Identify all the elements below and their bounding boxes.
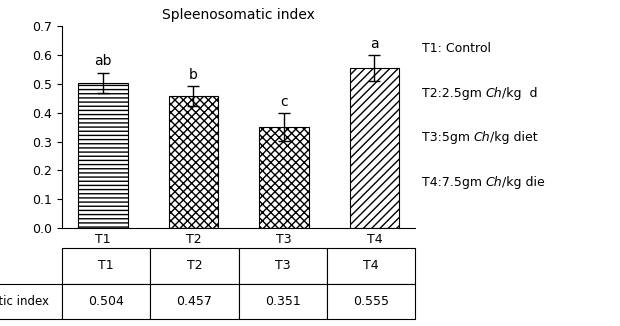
Text: T2:2.5gm: T2:2.5gm — [422, 87, 485, 100]
Text: a: a — [370, 37, 379, 51]
Title: Spleenosomatic index: Spleenosomatic index — [162, 8, 315, 22]
Text: T3:5gm: T3:5gm — [422, 131, 474, 144]
Text: /kg diet: /kg diet — [490, 131, 538, 144]
Text: /kg  d: /kg d — [502, 87, 538, 100]
Text: /kg die: /kg die — [502, 176, 545, 189]
Bar — [259, 127, 309, 228]
Bar — [169, 96, 218, 228]
Text: b: b — [189, 68, 198, 82]
Bar — [350, 68, 399, 228]
Text: T4:7.5gm: T4:7.5gm — [422, 176, 485, 189]
Text: Ch: Ch — [474, 131, 490, 144]
Text: Ch: Ch — [485, 87, 502, 100]
Text: Ch: Ch — [485, 176, 502, 189]
Text: ab: ab — [94, 54, 112, 68]
Text: c: c — [280, 95, 288, 109]
Bar — [78, 83, 128, 228]
Text: T1: Control: T1: Control — [422, 42, 490, 55]
